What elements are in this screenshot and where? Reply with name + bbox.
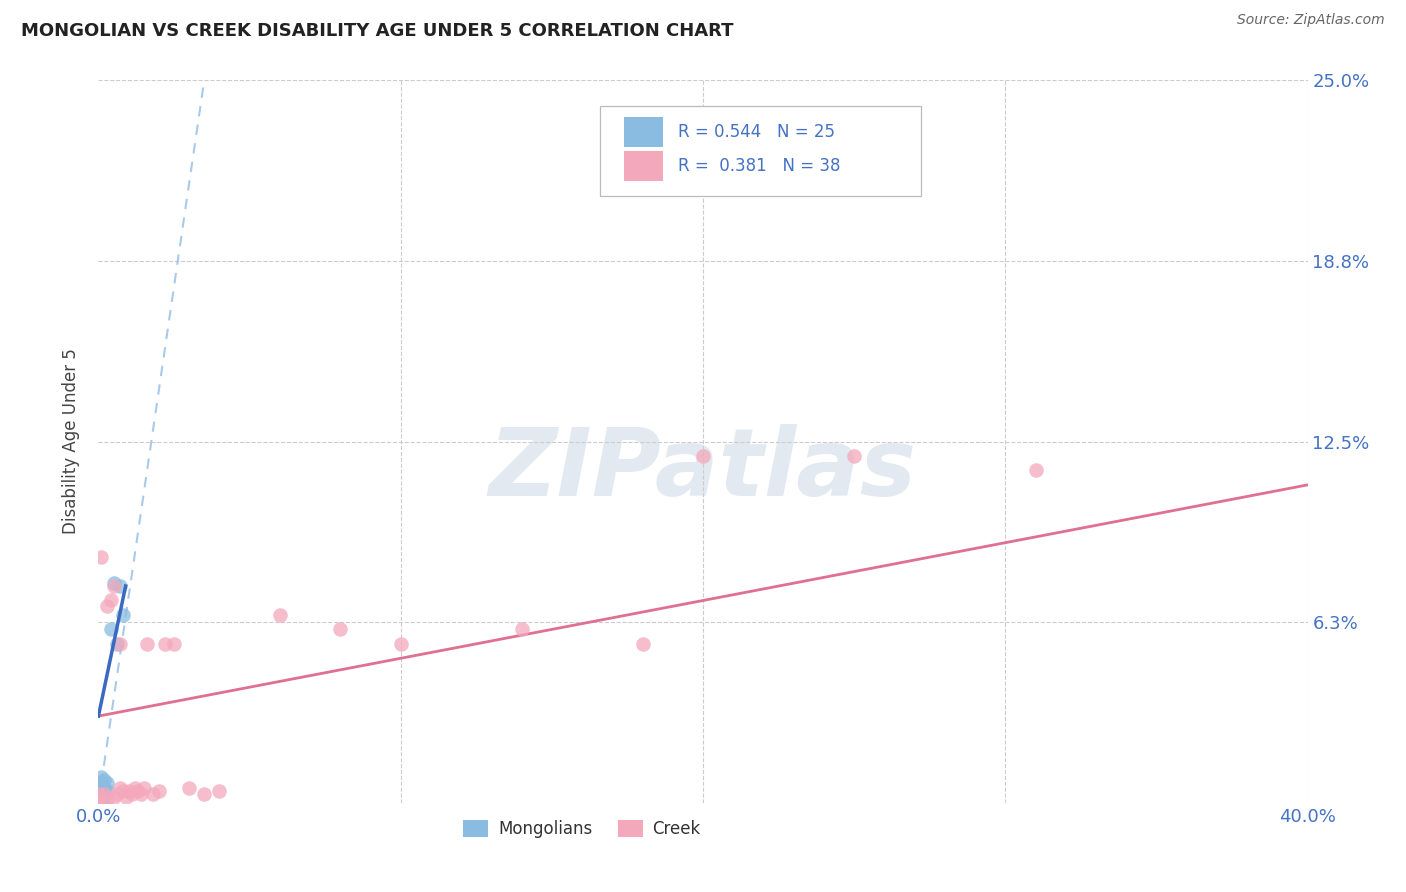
Point [153, 637, 176, 651]
Point [121, 787, 143, 801]
Point [100, 623, 122, 637]
Point [90, 787, 112, 801]
Point [1024, 463, 1046, 477]
Point [87, 796, 110, 810]
Point [90, 790, 112, 805]
Point [90, 770, 112, 784]
Point [96, 599, 118, 614]
Point [93, 772, 115, 787]
Point [105, 787, 128, 801]
Point [103, 790, 125, 805]
Point [105, 637, 128, 651]
Point [87, 787, 110, 801]
Point [96, 793, 118, 807]
Point [87, 779, 110, 793]
Point [163, 637, 186, 651]
Point [692, 449, 714, 463]
Point [96, 775, 118, 789]
FancyBboxPatch shape [624, 117, 664, 147]
Point [510, 623, 533, 637]
Point [90, 781, 112, 796]
Point [87, 784, 110, 798]
Point [93, 781, 115, 796]
Point [127, 784, 149, 798]
Point [90, 796, 112, 810]
Point [148, 784, 170, 798]
Point [87, 793, 110, 807]
Point [87, 796, 110, 810]
Point [124, 781, 146, 796]
Point [135, 637, 157, 651]
Point [90, 550, 112, 565]
Point [108, 781, 131, 796]
Point [329, 623, 352, 637]
Point [96, 784, 118, 798]
Text: R =  0.381   N = 38: R = 0.381 N = 38 [678, 157, 841, 175]
Point [90, 790, 112, 805]
Point [193, 787, 215, 801]
Text: R = 0.544   N = 25: R = 0.544 N = 25 [678, 123, 835, 141]
Point [179, 781, 201, 796]
Point [93, 787, 115, 801]
Point [93, 793, 115, 807]
Point [87, 775, 110, 789]
Point [132, 781, 155, 796]
Point [103, 579, 125, 593]
Legend: Mongolians, Creek: Mongolians, Creek [457, 814, 707, 845]
Point [844, 449, 866, 463]
Point [87, 781, 110, 796]
Text: MONGOLIAN VS CREEK DISABILITY AGE UNDER 5 CORRELATION CHART: MONGOLIAN VS CREEK DISABILITY AGE UNDER … [21, 22, 734, 40]
Text: Source: ZipAtlas.com: Source: ZipAtlas.com [1237, 13, 1385, 28]
Point [93, 787, 115, 801]
Point [142, 787, 165, 801]
Point [108, 579, 131, 593]
Point [389, 637, 412, 651]
Point [87, 790, 110, 805]
Point [111, 607, 134, 622]
Point [114, 790, 136, 805]
Point [208, 784, 231, 798]
Point [111, 784, 134, 798]
FancyBboxPatch shape [624, 151, 664, 181]
Point [631, 637, 654, 651]
Y-axis label: Disability Age Under 5: Disability Age Under 5 [62, 349, 80, 534]
Point [129, 787, 152, 801]
Point [108, 637, 131, 651]
FancyBboxPatch shape [600, 105, 921, 196]
Point [269, 607, 291, 622]
Text: ZIPatlas: ZIPatlas [489, 425, 917, 516]
Point [87, 793, 110, 807]
Point [87, 787, 110, 801]
Point [103, 576, 125, 591]
Point [100, 593, 122, 607]
Point [90, 775, 112, 789]
Point [118, 784, 141, 798]
